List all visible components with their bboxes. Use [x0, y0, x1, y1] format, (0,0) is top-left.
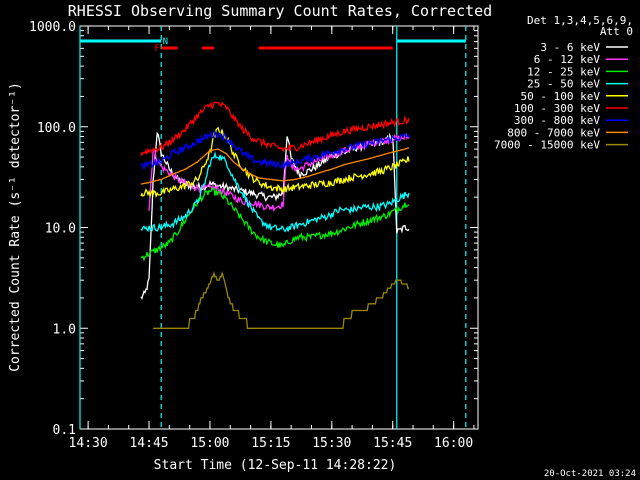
y-tick-label: 1000.0	[29, 20, 76, 35]
series-line	[140, 147, 410, 185]
legend-entry-label: 300 - 800 keV	[514, 114, 600, 127]
x-tick-label: 16:00	[434, 436, 473, 451]
series-line	[140, 101, 410, 157]
legend-entry-label: 12 - 25 keV	[527, 65, 600, 78]
y-tick-label: 10.0	[45, 222, 76, 237]
legend-entry-label: 100 - 300 keV	[514, 102, 600, 115]
series-line	[140, 151, 410, 233]
x-tick-label: 15:45	[373, 436, 412, 451]
chart-title: RHESSI Observing Summary Count Rates, Co…	[68, 2, 492, 20]
x-tick-label: 14:45	[129, 436, 168, 451]
legend-entry-label: 7000 - 15000 keV	[494, 139, 600, 152]
legend-header: Att 0	[600, 25, 633, 38]
legend-entry-label: 800 - 7000 keV	[507, 126, 600, 139]
legend-entry-label: 25 - 50 keV	[527, 78, 600, 91]
series-line	[153, 271, 409, 329]
legend-entry-label: 50 - 100 keV	[521, 90, 601, 103]
y-tick-label: 100.0	[37, 121, 76, 136]
y-tick-label: 0.1	[53, 423, 76, 438]
plot-area: 0.1 1.0 10.0 100.0 1000.0 14:30 14:45 15:00 15:1…	[29, 20, 479, 451]
x-tick-label: 15:30	[312, 436, 351, 451]
y-tick-label: 1.0	[53, 322, 76, 337]
legend-header: Det 1,3,4,5,6,9,	[527, 14, 633, 27]
footer-timestamp: 20-Oct-2021 03:24	[544, 469, 636, 479]
x-tick-label: 15:15	[251, 436, 290, 451]
flag-marker: F	[154, 44, 159, 54]
series-line	[140, 130, 410, 171]
legend-entry-label: 3 - 6 keV	[540, 41, 600, 54]
x-tick-label: 15:00	[190, 436, 229, 451]
flag-marker: N	[163, 37, 168, 47]
series-line	[140, 187, 410, 262]
x-tick-label: 14:30	[69, 436, 108, 451]
y-axis-label: Corrected Count Rate (s⁻¹ detector⁻¹)	[8, 82, 23, 372]
legend-entry-label: 6 - 12 keV	[534, 53, 601, 66]
series-line	[140, 126, 410, 199]
x-axis-label: Start Time (12-Sep-11 14:28:22)	[154, 458, 397, 473]
